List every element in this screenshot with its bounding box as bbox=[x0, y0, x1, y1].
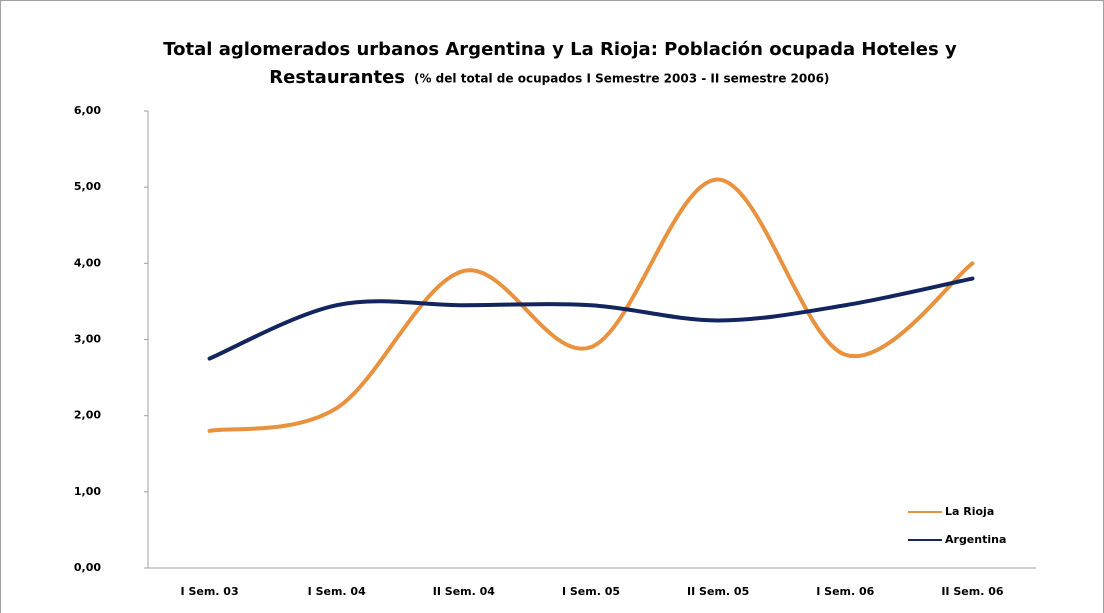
x-tick-label: I Sem. 06 bbox=[816, 585, 874, 598]
line bbox=[207, 177, 975, 433]
legend-label: La Rioja bbox=[945, 505, 994, 518]
x-tick-label: II Sem. 05 bbox=[687, 585, 749, 598]
y-tick-label: 0,00 bbox=[74, 561, 101, 574]
chart-title: Total aglomerados urbanos Argentina y La… bbox=[163, 39, 957, 60]
y-tick-label: 3,00 bbox=[74, 333, 101, 346]
y-tick-label: 4,00 bbox=[74, 256, 101, 269]
y-tick-label: 1,00 bbox=[74, 485, 101, 498]
line bbox=[207, 276, 975, 361]
y-tick-label: 6,00 bbox=[74, 104, 101, 117]
x-tick-label: I Sem. 05 bbox=[562, 585, 620, 598]
chart-subtitle: (% del total de ocupados I Semestre 2003… bbox=[414, 72, 829, 86]
y-tick-label: 5,00 bbox=[74, 180, 101, 193]
x-tick-label: II Sem. 06 bbox=[941, 585, 1004, 598]
chart-title: Restaurantes bbox=[269, 67, 405, 88]
y-tick-label: 2,00 bbox=[74, 409, 101, 422]
legend-label: Argentina bbox=[945, 533, 1006, 546]
x-tick-label: II Sem. 04 bbox=[433, 585, 496, 598]
x-tick-label: I Sem. 03 bbox=[181, 585, 239, 598]
x-tick-label: I Sem. 04 bbox=[308, 585, 366, 598]
